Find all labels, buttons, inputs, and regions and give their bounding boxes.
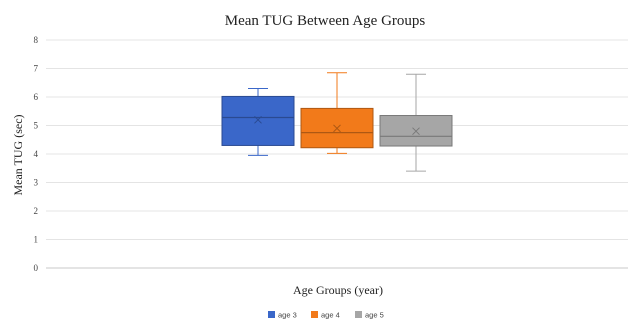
legend-item: age 4 — [311, 311, 340, 320]
y-tick-label: 6 — [34, 92, 39, 102]
box-plots — [221, 72, 453, 172]
box-plot-group — [221, 87, 295, 156]
y-tick-labels: 0 1 2 3 4 5 6 7 8 — [34, 35, 39, 273]
legend-label: age 3 — [278, 311, 297, 320]
box-plot-group — [379, 73, 453, 172]
legend-item: age 3 — [268, 311, 297, 320]
mean-marker — [333, 124, 341, 133]
chart-title: Mean TUG Between Age Groups — [225, 13, 426, 29]
y-tick-label: 7 — [34, 64, 39, 74]
legend-swatch — [311, 311, 318, 318]
legend: age 3 age 4 age 5 — [268, 311, 384, 320]
y-tick-label: 5 — [34, 121, 39, 131]
y-tick-label: 8 — [34, 35, 39, 45]
y-tick-label: 2 — [34, 206, 39, 216]
legend-label: age 4 — [321, 311, 340, 320]
box-plot-group — [300, 72, 374, 154]
legend-label: age 5 — [365, 311, 384, 320]
mean-marker — [412, 127, 420, 136]
box-body — [221, 95, 295, 146]
y-tick-label: 1 — [34, 235, 39, 245]
legend-swatch — [355, 311, 362, 318]
mean-marker — [254, 115, 262, 124]
y-tick-label: 4 — [34, 149, 39, 159]
y-tick-label: 3 — [34, 178, 39, 188]
y-tick-label: 0 — [34, 263, 39, 273]
y-axis-label: Mean TUG (sec) — [11, 114, 25, 195]
legend-item: age 5 — [355, 311, 384, 320]
legend-swatch — [268, 311, 275, 318]
x-axis-label: Age Groups (year) — [293, 283, 383, 297]
